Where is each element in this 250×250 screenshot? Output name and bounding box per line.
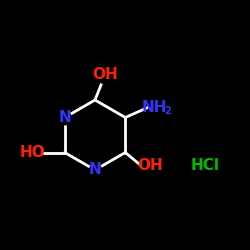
Text: HCl: HCl: [190, 158, 220, 172]
Text: OH: OH: [92, 68, 118, 82]
Text: HO: HO: [19, 145, 45, 160]
Text: N: N: [88, 162, 102, 178]
Text: NH: NH: [141, 100, 167, 115]
Text: 2: 2: [164, 106, 171, 116]
Text: N: N: [58, 110, 71, 125]
Text: OH: OH: [138, 158, 163, 172]
